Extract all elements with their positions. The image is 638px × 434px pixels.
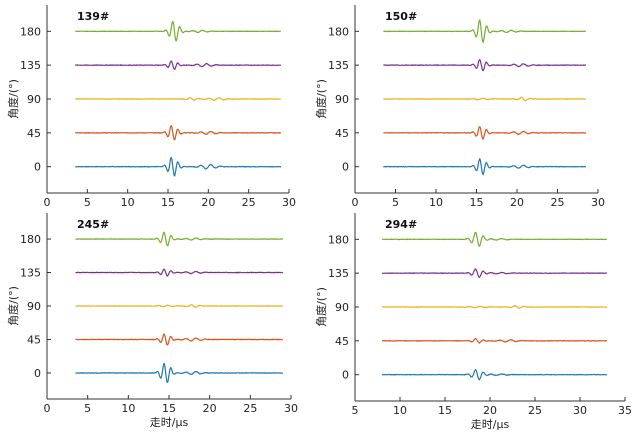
x-tick-label: 10 bbox=[393, 404, 407, 417]
y-axis-title: 角度/(°) bbox=[314, 287, 328, 327]
y-tick-label: 90 bbox=[27, 300, 41, 313]
x-tick-label: 10 bbox=[121, 196, 135, 209]
y-tick-label: 180 bbox=[328, 233, 349, 246]
trace-90 bbox=[383, 96, 587, 102]
chart-panel-1: 0 5 10 15 20 25 30 0 45 90 135 180 150# 角度/(°) bbox=[314, 5, 605, 209]
x-tick-label: 0 bbox=[44, 196, 51, 209]
x-tick-label: 20 bbox=[483, 404, 497, 417]
trace-135 bbox=[381, 268, 608, 279]
panel-label: 294# bbox=[385, 218, 417, 231]
trace-45 bbox=[75, 124, 281, 141]
x-tick-label: 25 bbox=[243, 402, 257, 415]
x-tick-label: 5 bbox=[84, 196, 91, 209]
trace-135 bbox=[74, 60, 281, 71]
y-tick-label: 180 bbox=[328, 25, 349, 38]
x-tick-label: 20 bbox=[203, 402, 217, 415]
x-tick-label: 5 bbox=[352, 404, 359, 417]
panel-label: 245# bbox=[77, 218, 109, 231]
y-axis-title: 角度/(°) bbox=[6, 79, 20, 119]
panel-label: 150# bbox=[385, 10, 417, 23]
x-tick-label: 35 bbox=[618, 404, 632, 417]
trace-45 bbox=[383, 126, 586, 140]
y-tick-label: 90 bbox=[335, 301, 349, 314]
x-tick-label: 25 bbox=[528, 404, 542, 417]
trace-0 bbox=[381, 369, 607, 381]
x-tick-label: 10 bbox=[121, 402, 135, 415]
x-tick-label: 30 bbox=[591, 196, 605, 209]
trace-90 bbox=[75, 304, 284, 308]
trace-90 bbox=[74, 96, 281, 102]
y-tick-label: 180 bbox=[20, 233, 41, 246]
y-tick-label: 135 bbox=[328, 59, 349, 72]
chart-panel-3: 5 10 15 20 25 30 35 0 45 90 135 180 294# 角度/(°) 走时/μs bbox=[314, 213, 632, 431]
x-tick-label: 0 bbox=[44, 402, 51, 415]
y-axis-title: 角度/(°) bbox=[6, 286, 20, 326]
x-tick-label: 25 bbox=[242, 196, 256, 209]
y-axis-title: 角度/(°) bbox=[314, 79, 328, 119]
trace-180 bbox=[74, 20, 281, 42]
trace-180 bbox=[383, 18, 586, 44]
x-tick-label: 5 bbox=[84, 402, 91, 415]
trace-0 bbox=[75, 362, 284, 384]
trace-45 bbox=[382, 337, 608, 344]
y-tick-label: 0 bbox=[34, 367, 41, 380]
x-tick-label: 30 bbox=[284, 402, 298, 415]
y-tick-label: 135 bbox=[328, 267, 349, 280]
x-tick-label: 30 bbox=[573, 404, 587, 417]
y-tick-label: 180 bbox=[20, 25, 41, 38]
x-tick-label: 15 bbox=[162, 402, 176, 415]
y-tick-label: 135 bbox=[20, 267, 41, 280]
x-tick-label: 20 bbox=[510, 196, 524, 209]
y-tick-label: 135 bbox=[20, 59, 41, 72]
x-tick-label: 30 bbox=[282, 196, 296, 209]
y-tick-label: 0 bbox=[342, 369, 349, 382]
y-tick-label: 45 bbox=[335, 335, 349, 348]
x-tick-label: 20 bbox=[201, 196, 215, 209]
x-tick-label: 25 bbox=[551, 196, 565, 209]
y-tick-label: 45 bbox=[335, 127, 349, 140]
trace-135 bbox=[75, 268, 284, 277]
trace-0 bbox=[75, 156, 282, 177]
y-tick-label: 0 bbox=[342, 161, 349, 174]
x-tick-label: 15 bbox=[470, 196, 484, 209]
trace-180 bbox=[75, 231, 284, 247]
x-tick-label: 15 bbox=[161, 196, 175, 209]
x-tick-label: 5 bbox=[392, 196, 399, 209]
y-tick-label: 45 bbox=[27, 127, 41, 140]
y-tick-label: 0 bbox=[34, 161, 41, 174]
y-tick-label: 45 bbox=[27, 333, 41, 346]
x-axis-title: 走时/μs bbox=[150, 416, 189, 429]
x-tick-label: 0 bbox=[352, 196, 359, 209]
trace-90 bbox=[381, 304, 608, 309]
x-axis-title: 走时/μs bbox=[471, 418, 510, 431]
chart-panel-2: 0 5 10 15 20 25 30 0 45 90 135 180 245# 角度/(°) 走时/μs bbox=[6, 213, 298, 429]
trace-45 bbox=[75, 333, 283, 346]
x-tick-label: 15 bbox=[438, 404, 452, 417]
y-tick-label: 90 bbox=[27, 93, 41, 106]
trace-135 bbox=[383, 58, 586, 72]
x-tick-label: 10 bbox=[429, 196, 443, 209]
trace-180 bbox=[381, 231, 607, 247]
chart-panel-0: 0 5 10 15 20 25 30 0 45 90 135 180 139# 角度/(°) bbox=[6, 5, 296, 209]
panel-label: 139# bbox=[77, 10, 109, 23]
y-tick-label: 90 bbox=[335, 93, 349, 106]
trace-0 bbox=[383, 157, 587, 176]
